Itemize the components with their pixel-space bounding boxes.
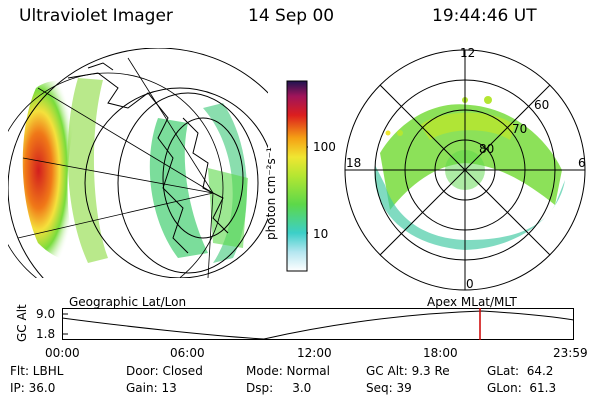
time-label: 19:44:46 UT (432, 6, 537, 26)
mlat-label-80: 80 (479, 142, 495, 156)
time-tick-1200: 12:00 (297, 346, 332, 360)
mode-status: Mode: Normal (246, 364, 330, 378)
colorbar-units-label: photon cm⁻²s⁻¹ (264, 147, 278, 240)
door-status: Door: Closed (126, 364, 203, 378)
gc-alt-status: GC Alt: 9.3 Re (366, 364, 450, 378)
mlat-label-60: 60 (534, 98, 550, 112)
colorbar-tick-10: 10 (313, 227, 329, 241)
mlt-label-12: 12 (460, 46, 476, 60)
glon-status: GLon: 61.3 (487, 381, 557, 395)
geo-panel-label: Geographic Lat/Lon (69, 295, 187, 309)
ip-status: IP: 36.0 (10, 381, 56, 395)
dsp-status: Dsp: 3.0 (246, 381, 312, 395)
polar-panel-label: Apex MLat/MLT (427, 295, 517, 309)
instrument-title: Ultraviolet Imager (19, 6, 173, 26)
filter-status: Flt: LBHL (10, 364, 64, 378)
date-label: 14 Sep 00 (248, 6, 335, 26)
mlt-label-0: 0 (466, 277, 474, 291)
altitude-tick-9: 9.0 (36, 307, 56, 321)
seq-status: Seq: 39 (366, 381, 412, 395)
time-tick-2359: 23:59 (553, 346, 588, 360)
polar-mlat-mlt-plot (344, 49, 586, 291)
intensity-colorbar (286, 80, 308, 272)
gain-status: Gain: 13 (126, 381, 177, 395)
colorbar-tick-100: 100 (313, 140, 336, 154)
glat-status: GLat: 64.2 (487, 364, 554, 378)
mlt-label-18: 18 (346, 156, 362, 170)
time-tick-0000: 00:00 (45, 346, 80, 360)
geo-projection-map (8, 48, 268, 278)
altitude-axis-label: GC Alt (15, 304, 29, 342)
altitude-timeline-plot (62, 308, 574, 340)
time-tick-0600: 06:00 (170, 346, 205, 360)
time-tick-1800: 18:00 (423, 346, 458, 360)
mlat-label-70: 70 (512, 122, 528, 136)
mlt-label-6: 6 (578, 156, 586, 170)
altitude-tick-1-8: 1.8 (36, 327, 56, 341)
